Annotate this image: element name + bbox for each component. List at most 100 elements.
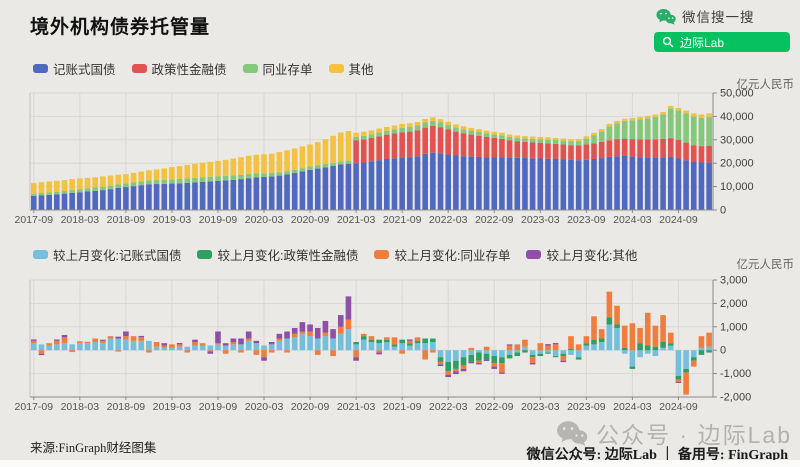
bar-segment [537,350,544,354]
bar-segment [138,185,145,210]
bar-segment [276,175,283,210]
bar-segment [192,177,198,183]
search-button[interactable]: 边际Lab [654,32,790,52]
bar-segment [529,158,536,210]
bar-segment [199,162,206,178]
bar-segment [307,166,313,170]
bar-segment [698,350,705,355]
bar-segment [522,339,528,347]
bar-segment [637,343,643,351]
bar-segment [683,142,689,161]
bar-segment [238,344,244,351]
bar-segment [92,177,98,188]
bar-segment [253,340,260,344]
bar-segment [483,136,490,158]
bar-segment [268,173,275,177]
bar-segment [61,191,68,194]
bar-segment [667,156,674,210]
bar-segment [31,195,37,210]
bar-segment [583,144,590,160]
bar-segment [54,194,60,210]
bar-segment [100,339,106,341]
bar-segment [353,140,359,164]
bar-segment [407,343,413,346]
bar-segment [215,180,221,210]
bar-segment [690,113,697,117]
bar-segment [606,123,613,127]
x-tick-label: 2023-09 [567,214,606,226]
bar-segment [230,179,237,210]
bar-segment [476,156,482,210]
bar-segment [153,169,160,181]
bar-segment [606,291,613,318]
x-tick-label: 2018-03 [61,401,100,413]
y-tick-label: -1,000 [720,368,751,380]
bar-segment [291,333,298,338]
bar-segment [353,350,359,358]
bar-segment [453,350,459,361]
bar-segment [560,353,567,357]
bar-segment [637,139,643,158]
bar-segment [506,134,513,137]
x-tick-label: 2021-03 [337,214,376,226]
bottom-chart: -2,000 -1,000 0 1,000 2,000 3,000 2017-09 2018-… [15,275,752,414]
bar-segment [468,347,475,351]
bar-segment [568,349,574,351]
bar-segment [583,138,590,145]
bar-segment [299,171,306,210]
legend-label: 较上月变化:政策性金融债 [217,249,359,263]
bar-segment [660,315,666,343]
bar-segment [337,315,344,327]
bar-segment [652,350,659,357]
bar-segment [130,172,137,183]
bar-segment [414,337,421,341]
legend-item: 较上月变化:其他 [526,245,637,264]
bar-segment [460,365,467,369]
bar-segment [652,114,659,117]
bar-segment [353,163,359,210]
x-tick-label: 2022-09 [475,214,514,226]
bar-segment [598,329,605,339]
bar-segment [591,344,597,351]
bar-segment [77,192,83,210]
bar-segment [453,155,459,210]
bar-segment [506,350,513,355]
x-tick-label: 2019-09 [199,214,238,226]
bar-segment [468,130,475,135]
bar-segment [468,134,475,157]
bar-segment [506,157,513,210]
bar-segment [107,336,114,339]
bar-segment [552,143,559,159]
bar-segment [376,343,382,351]
bar-segment [84,341,91,344]
bar-segment [560,356,567,361]
x-tick-label: 2019-03 [153,214,192,226]
bar-segment [460,133,467,157]
bar-segment [31,193,37,196]
bar-segment [568,350,574,355]
bar-segment [207,161,214,177]
x-tick-label: 2023-03 [521,401,560,413]
bar-segment [491,134,498,138]
bar-segment [353,344,359,351]
bar-segment [337,132,344,162]
y-tick-label: 1,000 [720,321,748,333]
bar-segment [230,338,237,343]
bar-segment [384,339,390,343]
bar-segment [54,340,60,345]
bar-segment [199,177,206,182]
x-tick-label: 2022-09 [475,401,514,413]
bar-segment [123,331,129,337]
bar-segment [69,192,75,210]
bar-segment [115,184,122,188]
bar-segment [384,126,390,131]
bar-segment [491,363,498,367]
bar-segment [414,343,421,351]
bar-segment [345,329,352,351]
bar-segment [690,360,697,367]
bar-segment [284,350,290,353]
bar-segment [61,334,68,338]
bar-segment [376,132,382,137]
bar-segment [299,168,306,172]
